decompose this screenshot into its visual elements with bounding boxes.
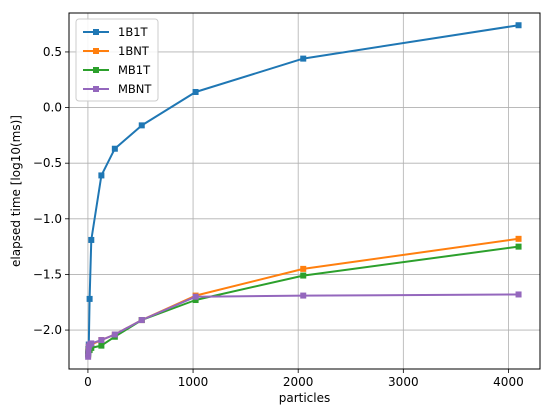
data-point — [192, 297, 199, 304]
x-tick-label: 1000 — [178, 375, 209, 389]
x-tick-label: 3000 — [388, 375, 419, 389]
data-point — [192, 88, 199, 95]
data-point — [98, 172, 105, 179]
legend-swatch-marker — [93, 86, 99, 92]
data-point — [85, 353, 92, 360]
data-point — [138, 317, 145, 324]
legend-item: 1B1T — [83, 25, 149, 39]
data-point — [300, 272, 307, 279]
data-point — [515, 235, 522, 242]
data-point — [88, 340, 95, 347]
y-tick-label: −1.5 — [33, 267, 62, 281]
y-axis-label: elapsed time [log10(ms)] — [9, 115, 23, 267]
x-axis-label: particles — [279, 391, 331, 405]
data-point — [85, 349, 92, 356]
axis-ticks: 0 1000 2000 3000 4000 0.5 0.0 −0.5 −1.0 −1.5 −2.0 — [33, 45, 524, 389]
series-mb1t — [85, 243, 522, 358]
legend-item: 1BNT — [83, 44, 150, 58]
series-mbnt — [85, 291, 522, 360]
x-tick-label: 2000 — [283, 375, 314, 389]
legend-item: MBNT — [83, 82, 152, 96]
legend: 1B1T 1BNT MB1T MBNT — [75, 18, 159, 102]
data-point — [300, 265, 307, 272]
legend-label: MB1T — [118, 63, 151, 77]
legend-swatch-marker — [93, 67, 99, 73]
y-tick-label: −0.5 — [33, 156, 62, 170]
data-point — [515, 243, 522, 250]
data-point — [515, 291, 522, 298]
data-point — [192, 293, 199, 300]
legend-label: 1BNT — [118, 44, 150, 58]
legend-label: 1B1T — [118, 25, 149, 39]
legend-box — [75, 18, 159, 102]
y-tick-label: −1.0 — [33, 212, 62, 226]
data-point — [88, 236, 95, 243]
data-point — [98, 342, 105, 349]
data-point — [515, 22, 522, 29]
x-tick-label: 0 — [84, 375, 92, 389]
data-point — [111, 145, 118, 152]
series-line — [87, 293, 519, 357]
plot-frame — [68, 12, 541, 370]
data-point — [300, 55, 307, 62]
y-tick-label: −2.0 — [33, 323, 62, 337]
x-tick-label: 4000 — [493, 375, 524, 389]
data-point — [300, 292, 307, 299]
y-tick-label: 0.5 — [43, 45, 62, 59]
y-tick-label: 0.0 — [43, 101, 62, 115]
plot-series — [85, 22, 522, 360]
legend-label: MBNT — [118, 82, 152, 96]
series-line — [87, 245, 519, 355]
legend-swatch-marker — [93, 48, 99, 54]
data-point — [111, 331, 118, 338]
data-point — [86, 295, 93, 302]
data-point — [138, 122, 145, 129]
legend-swatch-marker — [93, 29, 99, 35]
legend-item: MB1T — [83, 63, 151, 77]
data-point — [98, 337, 105, 344]
